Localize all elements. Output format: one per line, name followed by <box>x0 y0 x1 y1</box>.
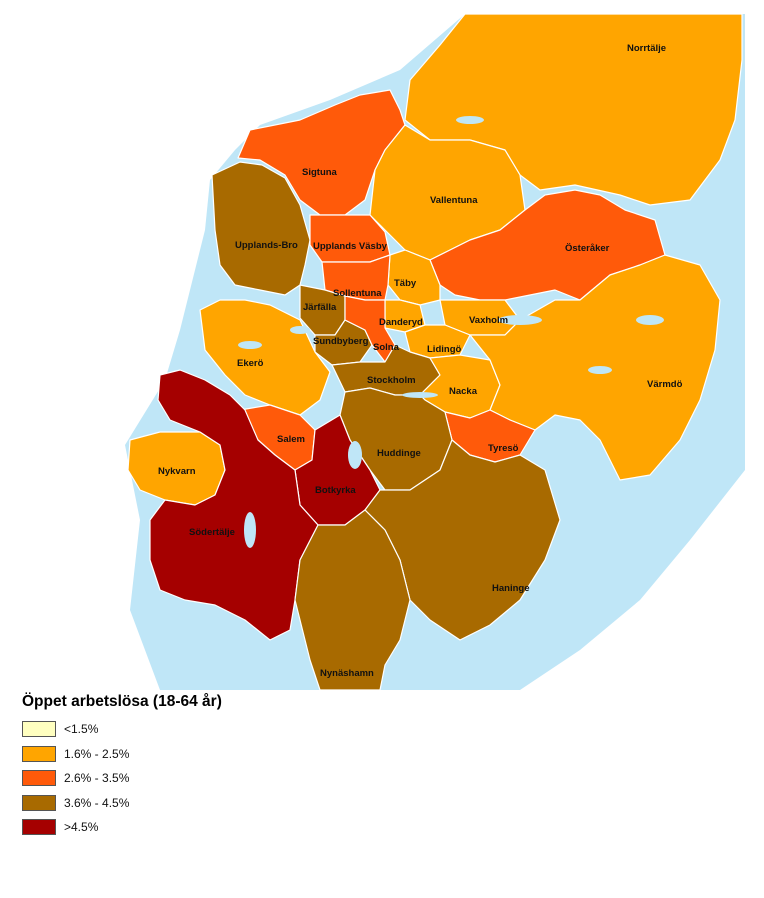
legend-item: 3.6% - 4.5% <box>22 791 352 816</box>
label-sundbyberg: Sundbyberg <box>313 336 369 347</box>
legend-swatch <box>22 721 56 738</box>
region-upplands-bro <box>211 161 311 296</box>
label-ekero: Ekerö <box>237 358 264 369</box>
legend-swatch <box>22 745 56 762</box>
label-nykvarn: Nykvarn <box>158 466 196 477</box>
label-upplands-vasby: Upplands Väsby <box>313 241 388 252</box>
label-varmdo: Värmdö <box>647 379 683 390</box>
label-norrtalje: Norrtälje <box>627 43 666 54</box>
label-sollentuna: Sollentuna <box>333 288 382 299</box>
legend-label: <1.5% <box>64 722 99 737</box>
label-nynashamn: Nynäshamn <box>320 668 374 679</box>
label-huddinge: Huddinge <box>377 448 421 459</box>
legend-item: 1.6% - 2.5% <box>22 742 352 767</box>
label-sigtuna: Sigtuna <box>302 167 338 178</box>
legend-item: >4.5% <box>22 815 352 840</box>
legend-item: 2.6% - 3.5% <box>22 766 352 791</box>
region-norrtalje <box>404 13 743 206</box>
label-haninge: Haninge <box>492 583 529 594</box>
legend: Öppet arbetslösa (18-64 år) <1.5% 1.6% -… <box>22 693 352 840</box>
label-stockholm: Stockholm <box>367 375 416 386</box>
region-sodertalje <box>149 369 319 641</box>
legend-swatch <box>22 770 56 787</box>
label-vallentuna: Vallentuna <box>430 195 478 206</box>
label-vaxholm: Vaxholm <box>469 315 508 326</box>
legend-swatch <box>22 819 56 836</box>
legend-swatch <box>22 794 56 811</box>
label-upplands-bro: Upplands-Bro <box>235 240 298 251</box>
region-nynashamn <box>294 509 411 690</box>
municipality-map: Norrtälje Sigtuna Vallentuna Upplands-Br… <box>125 13 745 690</box>
label-solna: Solna <box>373 342 400 353</box>
legend-label: >4.5% <box>64 820 99 835</box>
label-danderyd: Danderyd <box>379 317 423 328</box>
legend-label: 1.6% - 2.5% <box>64 746 130 761</box>
label-salem: Salem <box>277 434 305 445</box>
label-botkyrka: Botkyrka <box>315 485 356 496</box>
label-osteraker: Österåker <box>565 243 610 254</box>
label-lidingo: Lidingö <box>427 344 461 355</box>
legend-title: Öppet arbetslösa (18-64 år) <box>22 693 222 710</box>
legend-label: 3.6% - 4.5% <box>64 795 130 810</box>
label-sodertalje: Södertälje <box>189 527 235 538</box>
label-tyreso: Tyresö <box>488 443 519 454</box>
label-nacka: Nacka <box>449 386 478 397</box>
legend-label: 2.6% - 3.5% <box>64 771 130 786</box>
inland-water <box>238 116 664 548</box>
label-taby: Täby <box>394 278 417 289</box>
label-jarfalla: Järfälla <box>303 302 337 313</box>
legend-item: <1.5% <box>22 717 352 742</box>
